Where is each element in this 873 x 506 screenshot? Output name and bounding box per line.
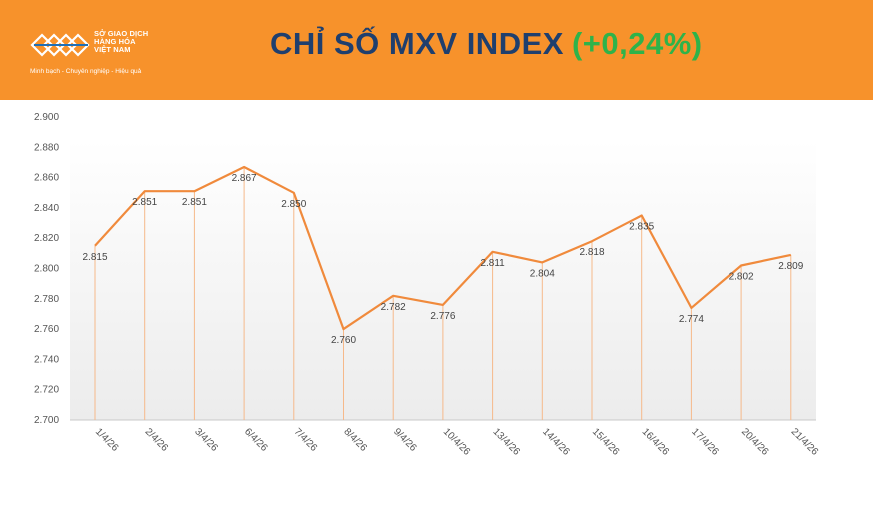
data-label: 2.760 [331, 335, 356, 346]
x-tick-label: 1/4/26 [93, 426, 121, 454]
data-label: 2.811 [480, 258, 505, 269]
x-tick-label: 8/4/26 [341, 426, 369, 454]
chart-area: 2.900 2.880 2.860 2.840 2.820 2.800 2.780 2.760… [0, 100, 873, 501]
y-tick-label: 2.820 [34, 233, 59, 244]
mxv-logo: SỞ GIAO DỊCH HÀNG HÓA VIỆT NAM Minh bạch… [30, 26, 170, 78]
data-label: 2.815 [82, 252, 107, 263]
x-tick-label: 13/4/26 [490, 426, 522, 458]
data-label: 2.851 [182, 197, 207, 208]
y-tick-label: 2.880 [34, 142, 59, 153]
x-tick-label: 21/4/26 [789, 426, 821, 458]
logo-line-3: VIỆT NAM [94, 45, 131, 54]
data-label: 2.802 [729, 271, 754, 282]
header-banner: SỞ GIAO DỊCH HÀNG HÓA VIỆT NAM Minh bạch… [0, 0, 873, 100]
logo-text: SỞ GIAO DỊCH HÀNG HÓA VIỆT NAM [94, 30, 148, 54]
data-label: 2.835 [629, 221, 654, 232]
line-chart: 2.900 2.880 2.860 2.840 2.820 2.800 2.780 2.760… [34, 112, 821, 458]
x-tick-label: 16/4/26 [640, 426, 672, 458]
y-tick-label: 2.800 [34, 264, 59, 275]
x-tick-label: 6/4/26 [242, 426, 270, 454]
x-tick-label: 15/4/26 [590, 426, 622, 458]
y-tick-label: 2.720 [34, 385, 59, 396]
series-line [94, 165, 792, 331]
y-tick-label: 2.760 [34, 324, 59, 335]
y-tick-label: 2.700 [34, 415, 59, 426]
logo-line-2: HÀNG HÓA [94, 37, 136, 46]
y-tick-label: 2.860 [34, 173, 59, 184]
x-tick-label: 3/4/26 [192, 426, 220, 454]
x-tick-label: 14/4/26 [540, 426, 572, 458]
x-tick-label: 10/4/26 [441, 426, 473, 458]
logo-line-1: SỞ GIAO DỊCH [94, 29, 149, 38]
title-text: CHỈ SỐ MXV INDEX [270, 26, 564, 61]
data-label: 2.776 [430, 311, 455, 322]
data-label: 2.809 [778, 261, 803, 272]
y-tick-label: 2.840 [34, 203, 59, 214]
x-tick-label: 7/4/26 [292, 426, 320, 454]
data-label: 2.782 [381, 302, 406, 313]
data-label: 2.774 [679, 314, 704, 325]
index-change: (+0,24%) [571, 26, 703, 61]
data-label: 2.850 [281, 199, 306, 210]
data-label: 2.851 [132, 197, 157, 208]
data-label: 2.867 [232, 173, 257, 184]
logo-tagline: Minh bạch - Chuyên nghiệp - Hiệu quả [30, 68, 142, 75]
x-tick-label: 2/4/26 [143, 426, 171, 454]
page-title: CHỈ SỐ MXV INDEX (+0,24%) [270, 26, 703, 70]
x-tick-label: 17/4/26 [689, 426, 721, 458]
x-tick-label: 20/4/26 [739, 426, 771, 458]
mxv-logo-icon [30, 33, 90, 57]
x-tick-label: 9/4/26 [391, 426, 419, 454]
data-label: 2.804 [530, 268, 555, 279]
y-tick-label: 2.740 [34, 354, 59, 365]
data-label: 2.818 [579, 247, 604, 258]
y-tick-label: 2.900 [34, 112, 59, 123]
y-tick-label: 2.780 [34, 294, 59, 305]
